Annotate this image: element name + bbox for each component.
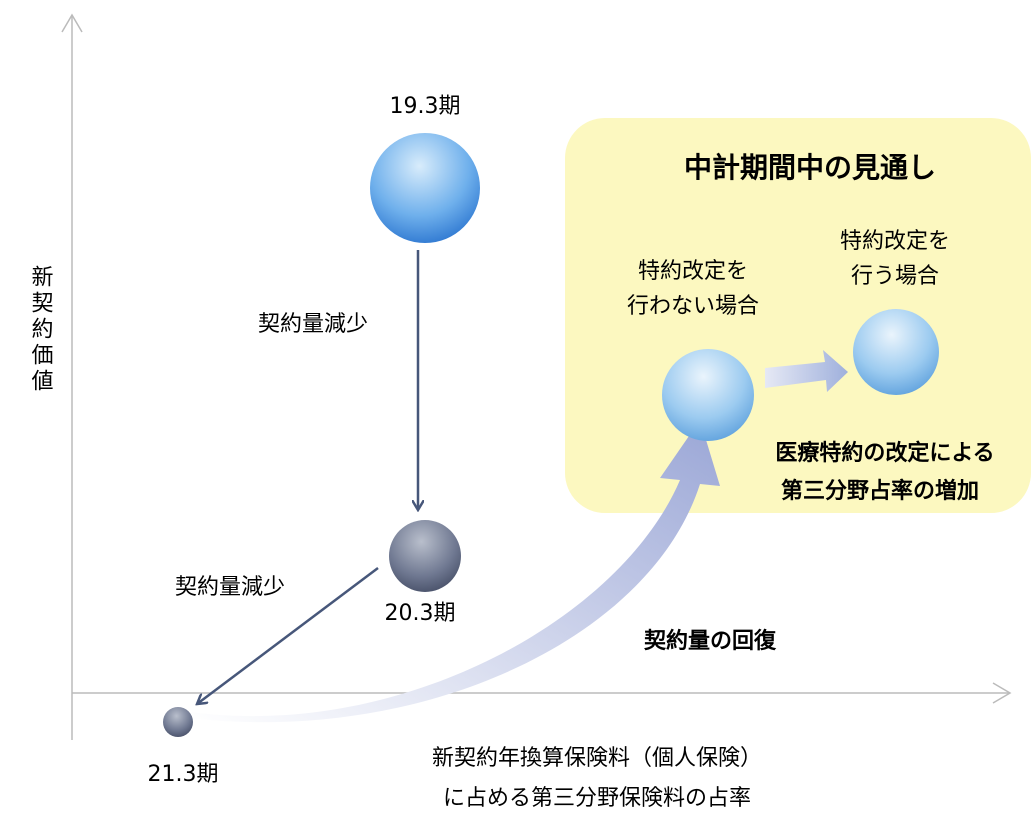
- node-label: 行わない場合: [627, 294, 759, 319]
- node-label: 21.3期: [148, 762, 219, 787]
- box-note: 第三分野占率の増加: [781, 478, 979, 504]
- node-label: 行う場合: [851, 264, 939, 289]
- node-label: 20.3期: [385, 601, 456, 626]
- bubble: [163, 707, 193, 737]
- box-note: 医療特約の改定による: [775, 440, 994, 466]
- bubble: [389, 520, 461, 592]
- arrow-label: 契約量の回復: [643, 628, 777, 654]
- box-title: 中計期間中の見通し: [684, 151, 936, 184]
- y-axis-label: 新契約価値: [28, 265, 54, 395]
- x-axis-label: 新契約年換算保険料（個人保険）: [432, 746, 762, 771]
- arrow: [197, 567, 379, 704]
- node-label: 特約改定を: [840, 229, 950, 254]
- node-label: 19.3期: [390, 94, 461, 119]
- node-label: 特約改定を: [638, 259, 748, 284]
- bubble: [853, 309, 939, 395]
- arrow-label: 契約量減少: [175, 575, 285, 600]
- revision-arrow: [765, 350, 848, 392]
- bubble: [370, 133, 480, 243]
- axes: [61, 13, 1012, 740]
- x-axis-label: に占める第三分野保険料の占率: [443, 786, 751, 811]
- arrow-label: 契約量減少: [258, 312, 368, 337]
- bubble: [662, 349, 754, 441]
